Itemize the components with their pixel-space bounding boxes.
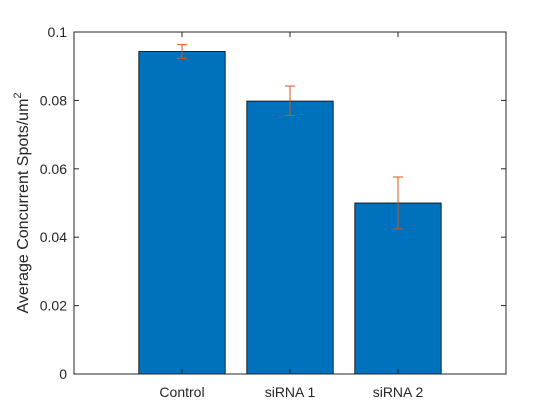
x-tick-label: siRNA 2 xyxy=(373,384,424,400)
y-tick-label: 0.04 xyxy=(40,229,67,245)
y-axis-label-text: Average Concurrent Spots/um xyxy=(15,99,32,314)
bar-2 xyxy=(246,100,334,375)
x-ticks-group: Control siRNA 1 siRNA 2 xyxy=(159,32,423,400)
error-bar-3 xyxy=(393,176,403,230)
error-bar-2 xyxy=(285,85,295,116)
y-tick-label: 0.02 xyxy=(40,298,67,314)
y-axis-label-superscript: 2 xyxy=(12,92,24,98)
bar-1 xyxy=(138,51,226,375)
y-axis-label: Average Concurrent Spots/um2 xyxy=(12,92,32,313)
bar-3 xyxy=(354,202,442,375)
y-tick-label: 0.08 xyxy=(40,92,67,108)
y-tick-label: 0.06 xyxy=(40,161,67,177)
y-ticks-group: 0 0.02 0.04 0.06 0.08 0.1 xyxy=(40,24,506,382)
x-tick-label: Control xyxy=(159,384,204,400)
y-tick-label: 0.1 xyxy=(48,24,68,40)
y-tick-label: 0 xyxy=(59,366,67,382)
error-bar-1 xyxy=(177,44,187,59)
x-tick-label: siRNA 1 xyxy=(265,384,316,400)
error-bars-group xyxy=(177,44,403,230)
bars-group xyxy=(138,51,442,375)
